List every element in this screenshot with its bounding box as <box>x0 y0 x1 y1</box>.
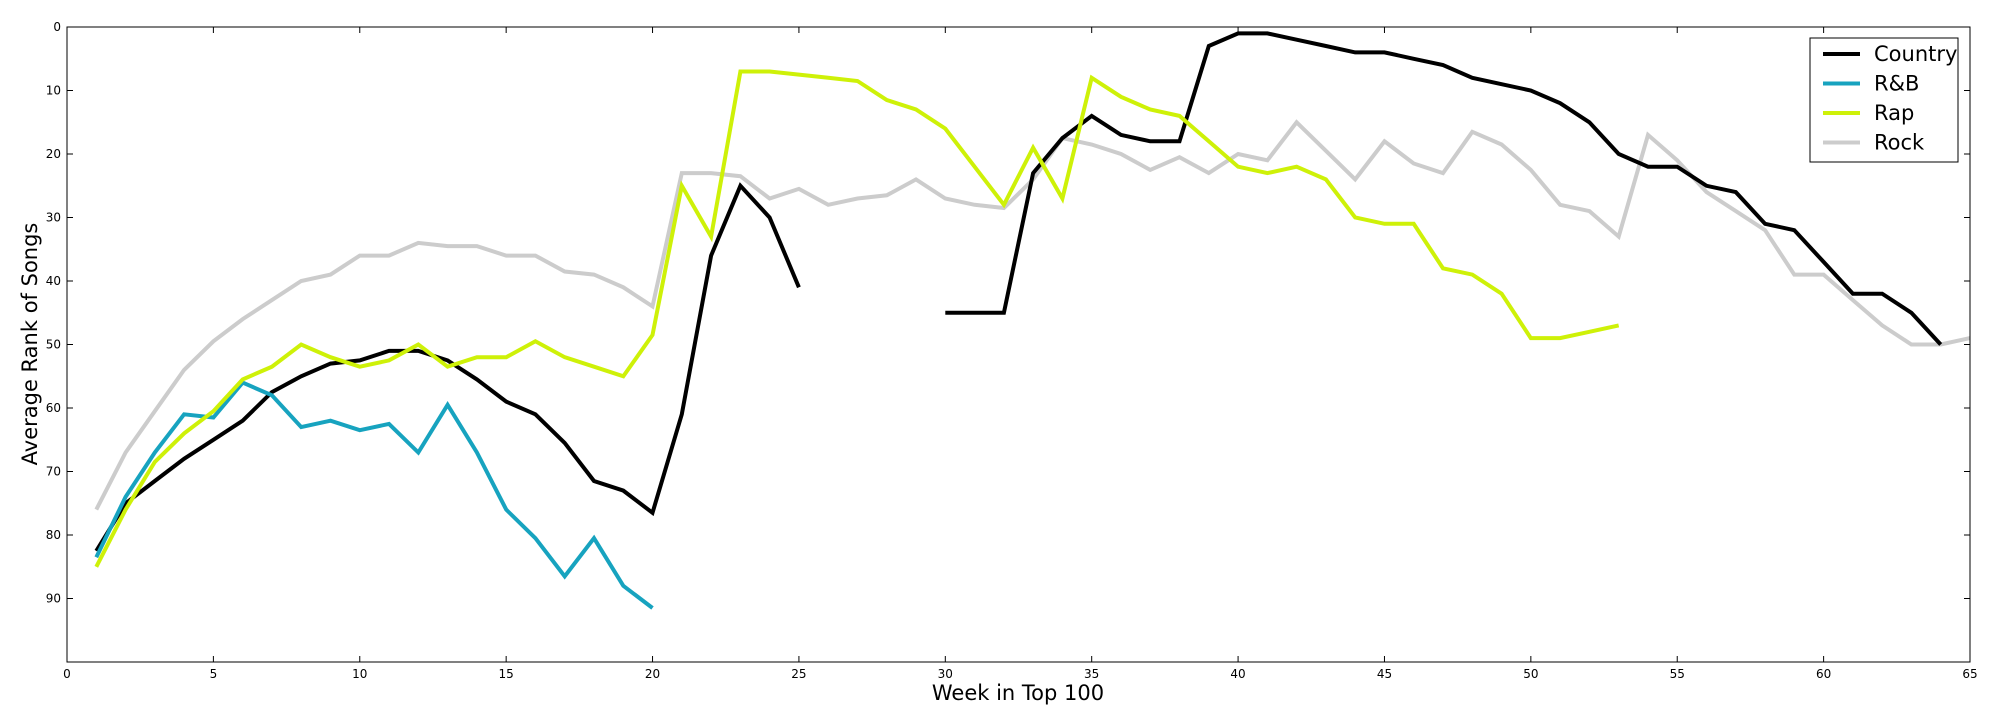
x-tick-label: 5 <box>210 667 218 681</box>
legend-label-rock: Rock <box>1874 131 1925 155</box>
series-line-country <box>945 31 1943 346</box>
series-line-rap <box>94 69 1620 568</box>
legend-label-country: Country <box>1874 42 1957 66</box>
series-line-country <box>94 182 801 552</box>
y-axis-title: Average Rank of Songs <box>18 223 42 466</box>
x-tick-label: 30 <box>938 667 953 681</box>
x-tick-label: 0 <box>63 667 71 681</box>
y-tick-label: 60 <box>46 401 61 415</box>
x-tick-label: 55 <box>1670 667 1685 681</box>
y-tick-label: 0 <box>53 20 61 34</box>
y-tick-label: 20 <box>46 147 61 161</box>
y-axis: 0 10 20 30 40 50 60 70 80 90 <box>46 20 1970 606</box>
x-tick-label: 15 <box>499 667 514 681</box>
x-tick-label: 60 <box>1816 667 1831 681</box>
y-tick-label: 30 <box>46 211 61 225</box>
x-tick-label: 40 <box>1230 667 1245 681</box>
plot-background <box>67 27 1970 662</box>
legend: Country R&B Rap Rock <box>1809 37 1959 163</box>
y-tick-label: 80 <box>46 528 61 542</box>
x-axis-title: Week in Top 100 <box>932 681 1104 705</box>
y-tick-label: 10 <box>46 84 61 98</box>
x-tick-label: 50 <box>1523 667 1538 681</box>
y-tick-label: 50 <box>46 338 61 352</box>
x-tick-label: 10 <box>352 667 367 681</box>
x-axis: 0 5 10 15 20 25 30 35 40 45 50 55 60 65 <box>63 27 1978 681</box>
y-tick-label: 40 <box>46 274 61 288</box>
series-layer <box>94 31 1971 610</box>
x-tick-label: 20 <box>645 667 660 681</box>
y-tick-label: 90 <box>46 592 61 606</box>
x-tick-label: 25 <box>791 667 806 681</box>
legend-label-r-b: R&B <box>1874 72 1919 96</box>
series-line-r-b <box>94 380 654 610</box>
legend-label-rap: Rap <box>1874 101 1914 125</box>
x-tick-label: 35 <box>1084 667 1099 681</box>
x-tick-label: 45 <box>1377 667 1392 681</box>
x-tick-label: 65 <box>1962 667 1977 681</box>
y-tick-label: 70 <box>46 465 61 479</box>
